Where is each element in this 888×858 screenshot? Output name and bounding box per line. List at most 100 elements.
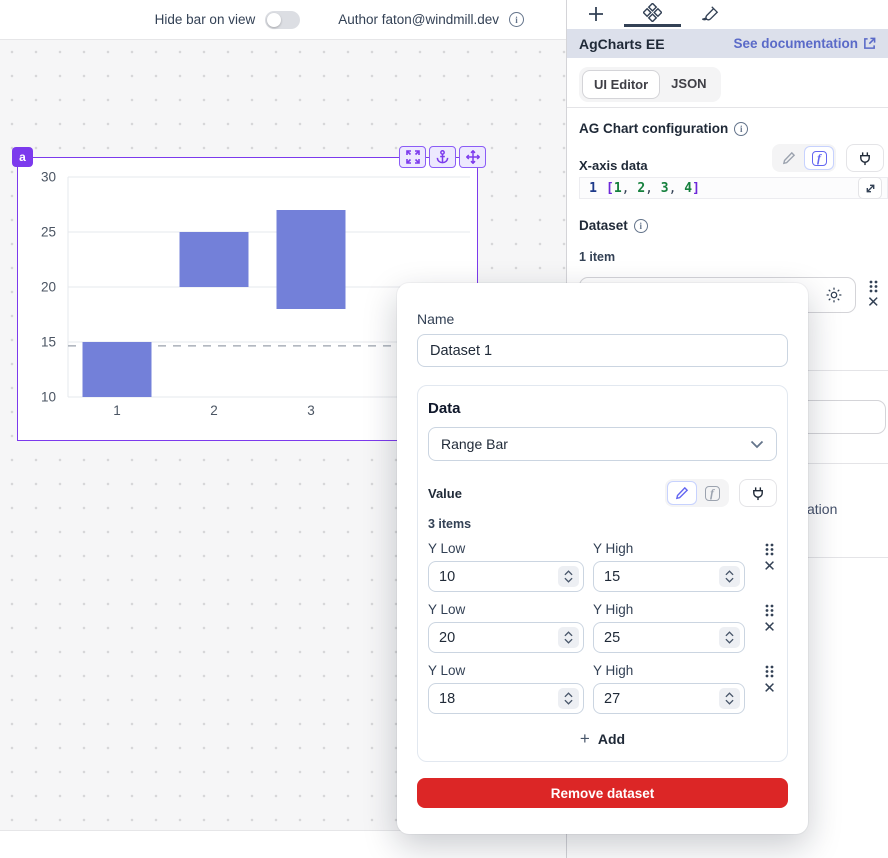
external-link-icon (864, 37, 876, 49)
number-stepper[interactable] (719, 688, 740, 709)
svg-text:3: 3 (307, 403, 315, 418)
gear-icon[interactable] (825, 286, 843, 304)
y-high-label: Y High (593, 663, 634, 678)
drag-handle-icon[interactable] (764, 665, 775, 678)
number-stepper[interactable] (558, 566, 579, 587)
dataset-row-actions: ✕ (867, 280, 880, 310)
f-icon: f (704, 485, 720, 501)
expand-component-button[interactable] (399, 146, 426, 168)
dataset-section-label: Dataset i (579, 218, 648, 233)
move-component-button[interactable] (459, 146, 486, 168)
editor-mode-tabs: UI Editor JSON (579, 67, 721, 102)
dataset-info-icon: i (633, 218, 648, 233)
drag-handle-icon[interactable] (764, 543, 775, 556)
anchor-component-button[interactable] (429, 146, 456, 168)
range-bar-chart: 10152025301234 (41, 170, 475, 418)
dataset-modal: Name Data Range Bar Value f (397, 283, 808, 834)
add-item-button[interactable]: + Add (579, 729, 626, 748)
svg-text:2: 2 (210, 403, 218, 418)
component-title: AgCharts EE (579, 35, 665, 52)
svg-text:30: 30 (41, 170, 56, 185)
xaxis-mode-toggle: f (772, 144, 836, 172)
component-header: AgCharts EE See documentation (567, 29, 888, 58)
f-icon: f (811, 150, 827, 166)
data-type-select[interactable]: Range Bar (428, 427, 777, 461)
pencil-icon (675, 486, 689, 500)
data-type-value: Range Bar (441, 436, 508, 452)
eval-f-button[interactable]: f (697, 481, 727, 505)
static-pencil-button[interactable] (667, 481, 697, 505)
hide-bar-toggle[interactable] (265, 10, 301, 29)
plus-icon: + (579, 729, 590, 748)
hide-bar-label: Hide bar on view (154, 12, 256, 27)
remove-item-icon[interactable]: ✕ (763, 680, 776, 697)
author-info-icon: i (509, 12, 524, 27)
expand-editor-button[interactable] (858, 177, 882, 199)
static-pencil-button[interactable] (774, 146, 804, 170)
tab-json[interactable]: JSON (671, 76, 707, 91)
value-item-row: Y Low Y High (428, 653, 777, 714)
expand-icon (866, 184, 874, 192)
svg-text:25: 25 (41, 225, 56, 240)
item-actions: ✕ (762, 653, 777, 714)
remove-dataset-button[interactable]: Remove dataset (417, 778, 788, 808)
items-count: 3 items (428, 517, 472, 531)
author-label: Author faton@windmill.dev (338, 12, 499, 27)
dataset-count: 1 item (579, 250, 616, 264)
panel-tab-icons (567, 0, 888, 27)
theme-brush-tab[interactable] (681, 0, 738, 27)
y-low-label: Y Low (428, 602, 466, 617)
see-documentation-link[interactable]: See documentation (733, 36, 876, 51)
remove-row-icon[interactable]: ✕ (867, 294, 880, 311)
code-content: [1, 2, 3, 4] (606, 180, 700, 196)
config-info-icon: i (734, 121, 749, 136)
remove-item-icon[interactable]: ✕ (763, 558, 776, 575)
divider (567, 107, 888, 108)
svg-text:1: 1 (113, 403, 121, 418)
y-low-label: Y Low (428, 541, 466, 556)
obscured-panel-text: ation (807, 501, 838, 517)
connect-plug-button[interactable] (846, 144, 884, 172)
section-title: AG Chart configuration i (579, 121, 749, 136)
connect-plug-button[interactable] (739, 479, 777, 507)
data-section: Data Range Bar Value f 3 (417, 385, 788, 762)
chevron-down-icon (750, 440, 764, 448)
remove-item-icon[interactable]: ✕ (763, 619, 776, 636)
code-line-number: 1 (589, 180, 597, 196)
component-settings-tab[interactable] (624, 0, 681, 27)
eval-f-button[interactable]: f (804, 146, 834, 170)
drag-handle-icon[interactable] (868, 280, 879, 293)
svg-text:10: 10 (41, 390, 56, 405)
plug-icon (860, 151, 870, 165)
value-item-row: Y Low Y High (428, 592, 777, 653)
toggle-knob (267, 12, 282, 27)
tab-ui-editor[interactable]: UI Editor (582, 70, 661, 99)
item-actions: ✕ (762, 531, 777, 592)
item-actions: ✕ (762, 592, 777, 653)
value-item-row: Y Low Y High (428, 531, 777, 592)
xaxis-data-label: X-axis data (579, 158, 648, 173)
top-bar: Hide bar on view Author faton@windmill.d… (0, 0, 566, 39)
number-stepper[interactable] (558, 688, 579, 709)
svg-text:20: 20 (41, 280, 56, 295)
value-row: Value f (428, 479, 777, 507)
value-label: Value (428, 485, 462, 501)
dataset-name-input[interactable] (417, 334, 788, 367)
plug-icon (753, 486, 763, 500)
y-high-label: Y High (593, 602, 634, 617)
xaxis-code-editor[interactable]: 1 [1, 2, 3, 4] (579, 177, 888, 199)
add-component-tab[interactable] (567, 0, 624, 27)
number-stepper[interactable] (558, 627, 579, 648)
y-high-label: Y High (593, 541, 634, 556)
number-stepper[interactable] (719, 566, 740, 587)
y-low-label: Y Low (428, 663, 466, 678)
drag-handle-icon[interactable] (764, 604, 775, 617)
number-stepper[interactable] (719, 627, 740, 648)
component-id-badge: a (12, 147, 33, 167)
xaxis-input-mode-tools: f (772, 144, 884, 172)
name-label: Name (417, 311, 455, 327)
data-label: Data (428, 400, 461, 417)
value-mode-toggle: f (665, 479, 729, 507)
component-toolbar (399, 146, 486, 168)
svg-text:15: 15 (41, 335, 56, 350)
